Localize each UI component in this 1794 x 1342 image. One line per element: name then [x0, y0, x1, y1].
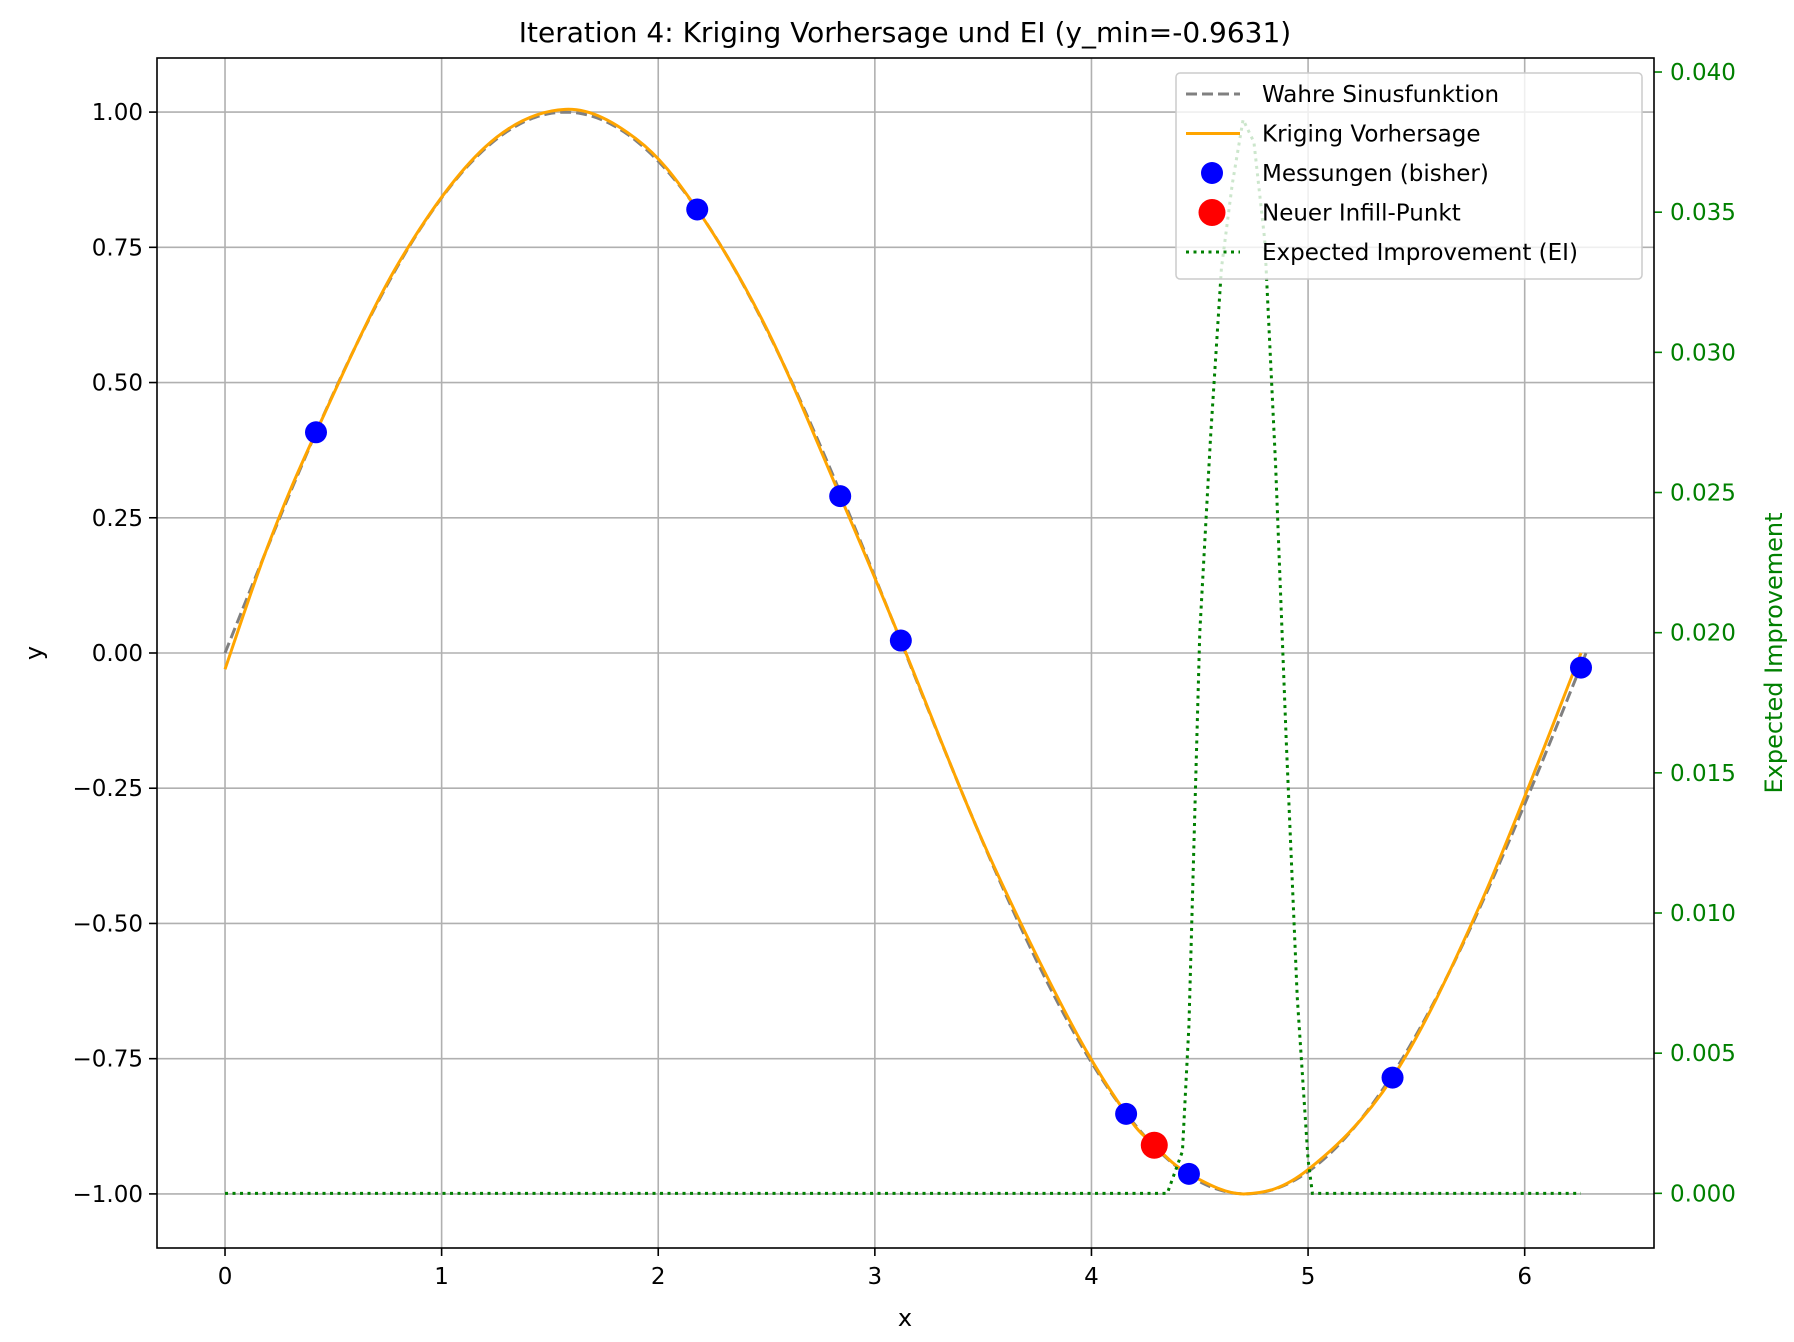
y-tick-label: −0.75 — [73, 1047, 143, 1073]
y-axis-label: y — [20, 646, 48, 660]
x-tick-label: 5 — [1301, 1264, 1316, 1290]
x-tick-label: 4 — [1084, 1264, 1099, 1290]
measurement-point — [686, 198, 709, 221]
y2-axis-label: Expected Improvement — [1760, 512, 1788, 793]
measurement-point — [1115, 1102, 1138, 1125]
y2-tick-label: 0.000 — [1670, 1181, 1736, 1207]
y-tick-label: 0.00 — [92, 641, 143, 667]
x-tick-label: 3 — [868, 1264, 883, 1290]
measurement-point — [829, 485, 852, 508]
y2-tick-label: 0.025 — [1670, 481, 1736, 507]
measurement-point — [304, 421, 327, 444]
y2-tick-label: 0.010 — [1670, 901, 1736, 927]
y-tick-label: 0.25 — [92, 506, 143, 532]
legend-item-measurements-marker — [1201, 162, 1223, 184]
legend: Wahre Sinusfunktion Kriging Vorhersage Mes… — [1175, 72, 1643, 280]
y2-tick-label: 0.015 — [1670, 761, 1736, 787]
x-tick-label: 0 — [218, 1264, 233, 1290]
x-axis-ticks: 0 1 2 3 4 5 6 — [218, 1248, 1532, 1290]
y-axis-ticks: 1.00 0.75 0.50 0.25 0.00 −0.25 −0.50 −0.75 −1.00 — [73, 100, 157, 1208]
y2-tick-label: 0.035 — [1670, 200, 1736, 226]
legend-item-measurements-label: Messungen (bisher) — [1262, 161, 1489, 187]
markers-layer — [304, 198, 1593, 1185]
y2-axis-ticks: 0.000 0.005 0.010 0.015 0.020 0.025 0.030 0.035… — [1654, 60, 1736, 1207]
measurement-point — [889, 629, 912, 652]
y-tick-label: −1.00 — [73, 1182, 143, 1208]
x-tick-label: 6 — [1517, 1264, 1532, 1290]
measurement-point — [1177, 1162, 1200, 1185]
y2-tick-label: 0.030 — [1670, 340, 1736, 366]
y-tick-label: 1.00 — [92, 100, 143, 126]
legend-items: Wahre Sinusfunktion Kriging Vorhersage Mes… — [1186, 82, 1578, 266]
measurement-point — [1381, 1066, 1404, 1089]
y2-tick-label: 0.020 — [1670, 621, 1736, 647]
chart-title: Iteration 4: Kriging Vorhersage und EI (… — [519, 16, 1291, 49]
legend-item-infill-label: Neuer Infill-Punkt — [1262, 201, 1461, 227]
y-tick-label: 0.50 — [92, 371, 143, 397]
legend-box — [1175, 72, 1643, 280]
y2-tick-label: 0.040 — [1670, 60, 1736, 86]
infill-point — [1140, 1131, 1168, 1159]
y2-tick-label: 0.005 — [1670, 1041, 1736, 1067]
measurement-point — [1570, 656, 1593, 679]
plot-frame — [156, 57, 1655, 1249]
y-tick-label: −0.50 — [73, 911, 143, 937]
y-tick-label: 0.75 — [92, 235, 143, 261]
x-tick-label: 2 — [651, 1264, 666, 1290]
legend-item-ei-label: Expected Improvement (EI) — [1262, 240, 1578, 266]
legend-item-infill-marker — [1198, 199, 1226, 226]
y-tick-label: −0.25 — [73, 776, 143, 802]
legend-item-kriging-label: Kriging Vorhersage — [1262, 122, 1481, 148]
legend-item-true-function-label: Wahre Sinusfunktion — [1262, 82, 1499, 108]
x-tick-label: 1 — [434, 1264, 449, 1290]
series-line-expected-improvement — [225, 114, 1581, 1195]
x-axis-label: x — [898, 1304, 912, 1332]
